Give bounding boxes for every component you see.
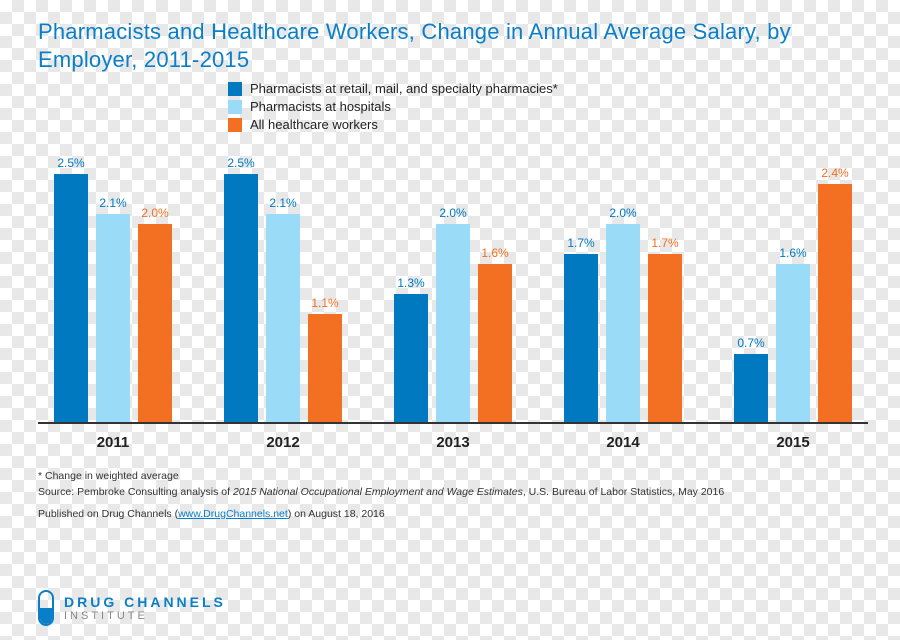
x-category-label: 2014: [548, 434, 698, 451]
legend: Pharmacists at retail, mail, and special…: [228, 81, 868, 132]
bar: 2.0%: [138, 224, 172, 424]
legend-item: Pharmacists at retail, mail, and special…: [228, 81, 868, 96]
bar: 2.5%: [224, 174, 258, 424]
bar-value-label: 2.5%: [57, 156, 84, 170]
footnote-weighted-avg: * Change in weighted average: [38, 469, 868, 485]
bar-group: 2.5%2.1%2.0%: [38, 144, 188, 424]
bar: 1.1%: [308, 314, 342, 424]
source-suffix: , U.S. Bureau of Labor Statistics, May 2…: [523, 486, 724, 498]
chart-area: 2.5%2.1%2.0%2.5%2.1%1.1%1.3%2.0%1.6%1.7%…: [38, 144, 868, 451]
bar: 2.5%: [54, 174, 88, 424]
bar-value-label: 1.6%: [481, 246, 508, 260]
legend-label: Pharmacists at retail, mail, and special…: [250, 81, 558, 96]
brand-lockup: DRUG CHANNELS INSTITUTE: [38, 590, 226, 626]
bar-group: 1.7%2.0%1.7%: [548, 144, 698, 424]
bar-value-label: 2.4%: [821, 166, 848, 180]
bar-value-label: 2.1%: [99, 196, 126, 210]
published-prefix: Published on Drug Channels (: [38, 508, 178, 520]
footnote-source: Source: Pembroke Consulting analysis of …: [38, 485, 868, 501]
legend-swatch: [228, 118, 242, 132]
bar: 1.6%: [478, 264, 512, 424]
source-prefix: Source: Pembroke Consulting analysis of: [38, 486, 233, 498]
bar-group: 0.7%1.6%2.4%: [718, 144, 868, 424]
bar: 2.0%: [606, 224, 640, 424]
bar-group: 1.3%2.0%1.6%: [378, 144, 528, 424]
bar-value-label: 2.0%: [609, 206, 636, 220]
bar-value-label: 0.7%: [737, 336, 764, 350]
bar: 1.7%: [564, 254, 598, 424]
brand-line1: DRUG CHANNELS: [64, 594, 226, 610]
x-axis-labels: 2011 2012 2013 2014 2015: [38, 434, 868, 451]
bar: 2.1%: [96, 214, 130, 424]
bar-value-label: 1.7%: [567, 236, 594, 250]
bar-group: 2.5%2.1%1.1%: [208, 144, 358, 424]
bar: 0.7%: [734, 354, 768, 424]
bar-value-label: 1.3%: [397, 276, 424, 290]
x-category-label: 2015: [718, 434, 868, 451]
bar: 2.1%: [266, 214, 300, 424]
bar: 2.0%: [436, 224, 470, 424]
footnote-published: Published on Drug Channels (www.DrugChan…: [38, 507, 868, 523]
x-category-label: 2013: [378, 434, 528, 451]
x-axis-baseline: [38, 422, 868, 424]
chart-title: Pharmacists and Healthcare Workers, Chan…: [38, 18, 868, 73]
legend-item: Pharmacists at hospitals: [228, 99, 868, 114]
bar-value-label: 1.1%: [311, 296, 338, 310]
bar-value-label: 2.1%: [269, 196, 296, 210]
legend-swatch: [228, 100, 242, 114]
pill-icon: [38, 590, 54, 626]
brand-line2: INSTITUTE: [64, 610, 226, 622]
legend-item: All healthcare workers: [228, 117, 868, 132]
plot-area: 2.5%2.1%2.0%2.5%2.1%1.1%1.3%2.0%1.6%1.7%…: [38, 144, 868, 424]
bar-value-label: 2.5%: [227, 156, 254, 170]
bar: 1.7%: [648, 254, 682, 424]
published-suffix: ) on August 18, 2016: [288, 508, 385, 520]
x-category-label: 2011: [38, 434, 188, 451]
legend-label: All healthcare workers: [250, 117, 378, 132]
bar: 1.6%: [776, 264, 810, 424]
drug-channels-link[interactable]: www.DrugChannels.net: [178, 508, 288, 520]
x-category-label: 2012: [208, 434, 358, 451]
bar: 2.4%: [818, 184, 852, 424]
bar-value-label: 1.7%: [651, 236, 678, 250]
legend-swatch: [228, 82, 242, 96]
bar-value-label: 2.0%: [439, 206, 466, 220]
bar-value-label: 2.0%: [141, 206, 168, 220]
bar-value-label: 1.6%: [779, 246, 806, 260]
source-italic: 2015 National Occupational Employment an…: [233, 486, 523, 498]
footnotes: * Change in weighted average Source: Pem…: [38, 469, 868, 522]
legend-label: Pharmacists at hospitals: [250, 99, 391, 114]
bar: 1.3%: [394, 294, 428, 424]
